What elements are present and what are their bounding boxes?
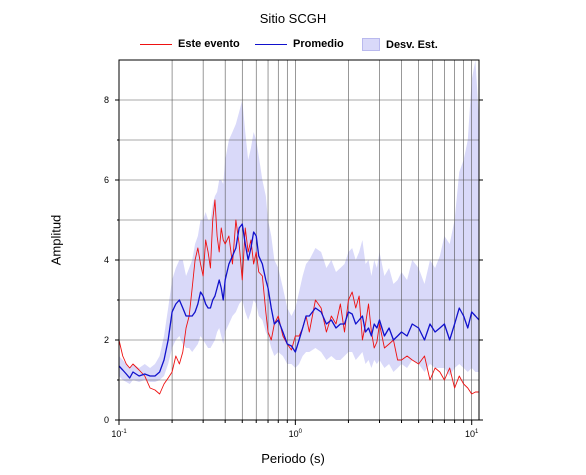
plot-frame xyxy=(118,59,480,421)
chart-title: Sitio SCGH xyxy=(259,11,327,26)
legend-item-desv-est: Desv. Est. xyxy=(362,38,438,51)
legend-label-este-evento: Este evento xyxy=(178,38,240,50)
x-axis-label: Periodo (s) xyxy=(261,451,325,466)
legend-label-desv-est: Desv. Est. xyxy=(386,38,438,51)
legend-swatch-este-evento xyxy=(140,43,172,45)
y-tick-label: 6 xyxy=(104,175,109,185)
x-tick-label: 10-1 xyxy=(111,429,127,439)
legend-swatch-promedio xyxy=(255,43,287,45)
y-axis-label: Amplitud xyxy=(48,214,64,266)
line-layer xyxy=(119,199,479,395)
x-tick-label: 100 xyxy=(289,429,303,439)
std-band xyxy=(119,60,479,384)
y-tick-label: 0 xyxy=(104,415,109,425)
y-tick-label: 4 xyxy=(104,255,109,265)
x-tick-label: 101 xyxy=(465,429,479,439)
y-tick-label: 2 xyxy=(104,335,109,345)
series-line-promedio xyxy=(119,223,479,379)
legend-item-promedio: Promedio xyxy=(255,38,344,50)
std-band-layer xyxy=(119,60,479,384)
legend-item-este-evento: Este evento xyxy=(140,38,240,50)
y-tick-label: 8 xyxy=(104,95,109,105)
legend-swatch-desv-est xyxy=(362,38,380,51)
axis-layer: 0 2 4 6 8 10-1 100 101 xyxy=(104,59,483,439)
legend-label-promedio: Promedio xyxy=(293,38,344,50)
chart-legend: Este evento Promedio Desv. Est. xyxy=(140,38,460,54)
